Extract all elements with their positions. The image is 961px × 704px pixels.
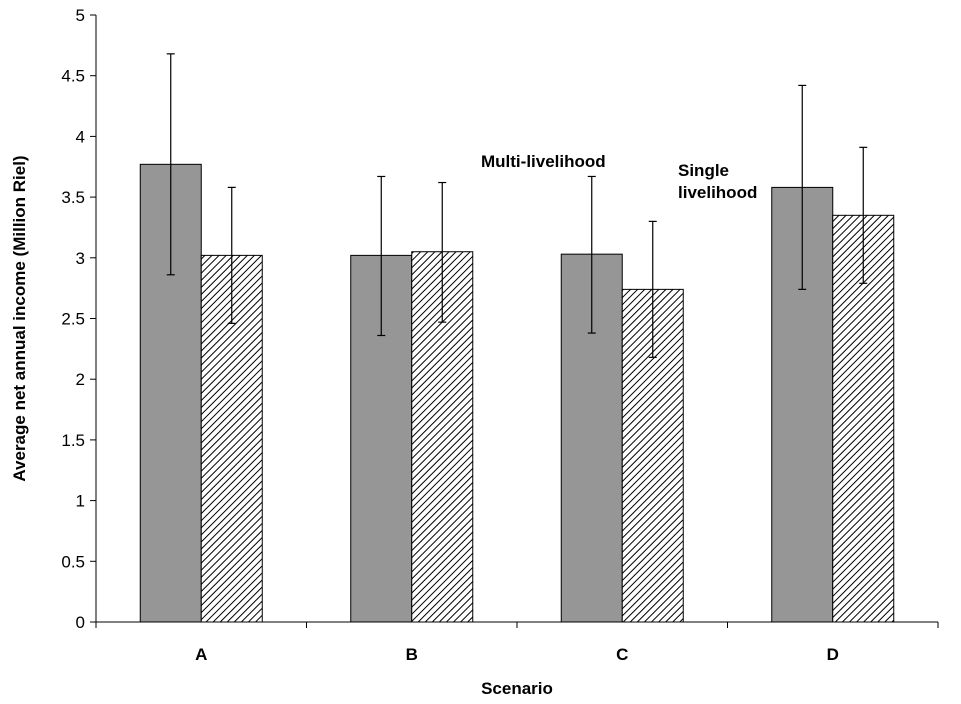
y-tick-label: 1.5 <box>61 431 85 450</box>
plot-area: 0 0.5 1 1.5 2 2.5 3 3.5 4 4.5 5 A B C D <box>61 6 939 664</box>
error-bar <box>166 53 175 276</box>
error-bar <box>438 181 447 323</box>
error-bars-layer <box>166 53 868 358</box>
y-tick-label: 0 <box>76 613 85 632</box>
y-axis-ticks: 0 0.5 1 1.5 2 2.5 3 3.5 4 4.5 5 <box>61 6 96 632</box>
x-axis-ticks: A B C D <box>95 622 939 664</box>
y-tick-label: 3 <box>76 249 85 268</box>
y-tick-label: 2 <box>76 370 85 389</box>
error-bar <box>587 175 596 334</box>
annotation-single-livelihood: Single livelihood <box>678 161 757 202</box>
x-axis-title: Scenario <box>481 679 553 698</box>
error-bar <box>798 84 807 290</box>
y-tick-label: 2.5 <box>61 310 85 329</box>
error-bar <box>859 146 868 284</box>
x-category-label: D <box>827 645 839 664</box>
y-tick-label: 1 <box>76 492 85 511</box>
y-axis-title: Average net annual income (Million Riel) <box>10 155 29 481</box>
x-category-label: B <box>406 645 418 664</box>
annotation-multi-livelihood: Multi-livelihood <box>481 152 606 171</box>
y-tick-label: 0.5 <box>61 552 85 571</box>
error-bar <box>377 175 386 337</box>
y-tick-label: 4 <box>76 127 85 146</box>
annotation-single-line-2: livelihood <box>678 183 757 202</box>
annotation-single-line-1: Single <box>678 161 729 180</box>
annotation-multi-line-1: Multi-livelihood <box>481 152 606 171</box>
bars-layer <box>139 163 895 623</box>
y-tick-label: 5 <box>76 6 85 25</box>
error-bar <box>648 220 657 358</box>
x-category-label: A <box>195 645 207 664</box>
x-category-label: C <box>616 645 628 664</box>
y-tick-label: 4.5 <box>61 67 85 86</box>
y-tick-label: 3.5 <box>61 188 85 207</box>
error-bar <box>227 186 236 324</box>
